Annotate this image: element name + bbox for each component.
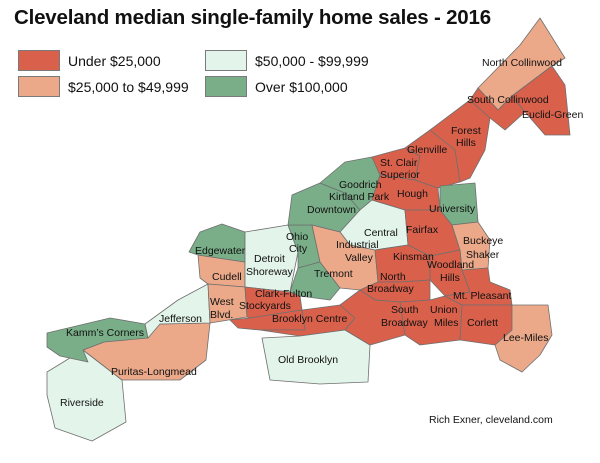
label-goodrich-2: Kirtland Park xyxy=(329,191,390,203)
label-stclair-superior-2: Superior xyxy=(380,169,420,181)
label-stockyards: Stockyards xyxy=(239,300,291,312)
label-corlett: Corlett xyxy=(467,317,498,329)
label-fairfax: Fairfax xyxy=(406,224,439,236)
label-old-brooklyn: Old Brooklyn xyxy=(278,354,338,366)
label-forest-hills-2: Hills xyxy=(456,137,476,149)
label-buckeye-1: Buckeye xyxy=(463,235,503,247)
label-ohio-city-2: City xyxy=(289,243,308,255)
region-kamms-corners xyxy=(46,317,149,363)
label-riverside: Riverside xyxy=(60,397,104,409)
label-south-broadway-1: South xyxy=(391,304,419,316)
legend-item-50k-100k: $50,000 - $99,999 xyxy=(205,50,369,71)
legend-swatch xyxy=(18,50,60,71)
label-detroit-1: Detroit xyxy=(254,253,285,265)
label-edgewater: Edgewater xyxy=(195,245,246,257)
label-west-blvd-2: Blvd. xyxy=(210,309,233,321)
legend-item-over-100k: Over $100,000 xyxy=(205,76,348,97)
label-north-collinwood: North Collinwood xyxy=(482,57,562,69)
region-detroit-shoreway xyxy=(244,224,299,293)
label-tremont: Tremont xyxy=(314,268,353,280)
label-kinsman: Kinsman xyxy=(393,251,434,263)
label-ohio-city-1: Ohio xyxy=(286,231,308,243)
label-south-collinwood: South Collinwood xyxy=(467,94,549,106)
label-goodrich-1: Goodrich xyxy=(339,179,382,191)
region-south-broadway xyxy=(339,289,406,346)
label-downtown: Downtown xyxy=(307,204,356,216)
label-university: University xyxy=(429,203,476,215)
label-woodland-2: Hills xyxy=(440,272,460,284)
legend-label: Over $100,000 xyxy=(255,78,348,95)
label-jefferson: Jefferson xyxy=(159,313,202,325)
label-clark-fulton: Clark-Fulton xyxy=(255,288,312,300)
label-euclid-green: Euclid-Green xyxy=(522,109,583,121)
legend-label: $50,000 - $99,999 xyxy=(255,52,369,69)
label-mt-pleasant: Mt. Pleasant xyxy=(453,290,511,302)
label-brooklyn-centre: Brooklyn Centre xyxy=(272,313,347,325)
label-union-miles-1: Union xyxy=(430,304,458,316)
label-woodland-1: Woodland xyxy=(427,259,474,271)
label-cudell: Cudell xyxy=(212,271,242,283)
legend-label: $25,000 to $49,999 xyxy=(68,78,189,95)
label-kamms-corners: Kamm’s Corners xyxy=(66,327,144,339)
legend-swatch xyxy=(205,76,247,97)
region-lee-miles xyxy=(494,304,553,373)
label-forest-hills-1: Forest xyxy=(451,125,481,137)
label-stclair-superior-1: St. Clair xyxy=(380,157,418,169)
label-west-blvd-1: West xyxy=(210,296,234,308)
label-south-broadway-2: Broadway xyxy=(381,317,428,329)
map-title: Cleveland median single-family home sale… xyxy=(14,6,491,29)
label-lee-miles: Lee-Miles xyxy=(503,332,549,344)
legend-swatch xyxy=(18,76,60,97)
legend-item-under-25k: Under $25,000 xyxy=(18,50,161,71)
label-industrial-1: Industrial xyxy=(336,239,379,251)
label-puritas-longmead: Puritas-Longmead xyxy=(111,366,197,378)
legend-item-25k-50k: $25,000 to $49,999 xyxy=(18,76,189,97)
label-detroit-2: Shoreway xyxy=(246,266,293,278)
legend-label: Under $25,000 xyxy=(68,52,161,69)
label-industrial-2: Valley xyxy=(345,252,374,264)
legend-swatch xyxy=(205,50,247,71)
label-north-broadway-2: Broadway xyxy=(367,283,414,295)
label-hough: Hough xyxy=(397,188,428,200)
label-central: Central xyxy=(364,227,398,239)
map-credit: Rich Exner, cleveland.com xyxy=(429,414,553,426)
label-glenville: Glenville xyxy=(407,144,447,156)
label-union-miles-2: Miles xyxy=(434,317,459,329)
region-old-brooklyn xyxy=(261,329,371,385)
label-north-broadway-1: North xyxy=(380,271,406,283)
region-euclid-green xyxy=(511,65,571,136)
label-buckeye-2: Shaker xyxy=(466,249,500,261)
